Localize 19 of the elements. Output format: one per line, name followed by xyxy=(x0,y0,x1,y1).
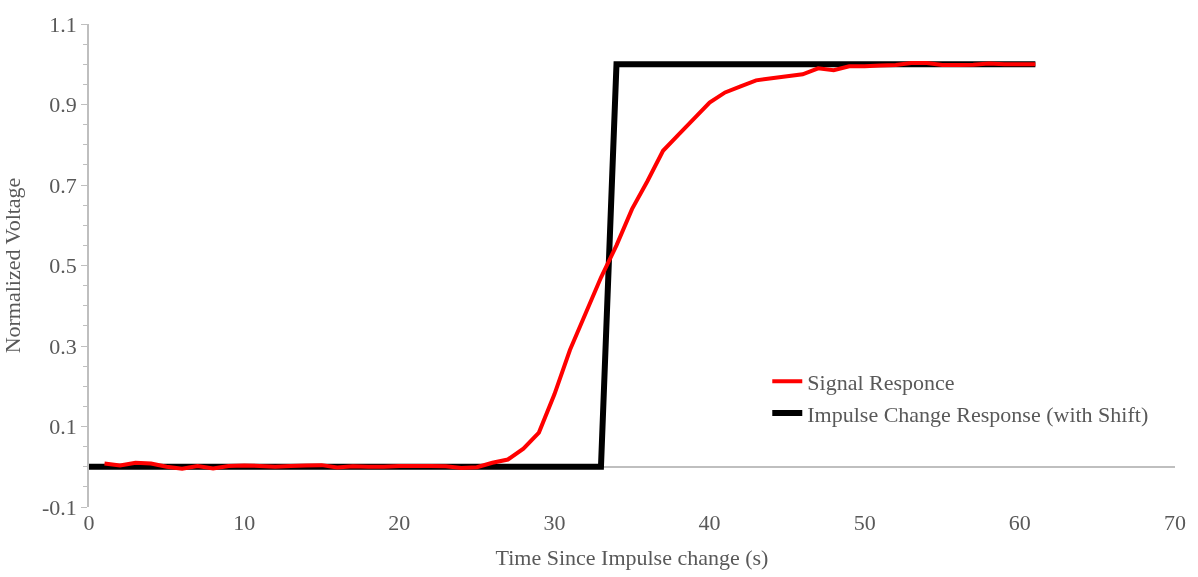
legend-label: Signal Responce xyxy=(807,369,955,395)
y-tick-label: -0.1 xyxy=(42,494,77,520)
x-axis-title: Time Since Impulse change (s) xyxy=(495,544,769,570)
y-tick-label: 1.1 xyxy=(49,11,77,37)
x-tick-label: 20 xyxy=(388,510,411,535)
x-tick-label: 50 xyxy=(853,510,876,535)
y-tick-label: 0.5 xyxy=(49,253,77,279)
x-tick-label: 0 xyxy=(83,510,95,535)
y-tick-label: 0.9 xyxy=(49,92,77,118)
x-tick-label: 60 xyxy=(1008,510,1031,535)
x-tick-label: 10 xyxy=(233,510,256,535)
y-tick-label: 0.7 xyxy=(49,172,77,198)
y-axis-title: Normalized Voltage xyxy=(0,177,26,354)
x-tick-label: 40 xyxy=(698,510,721,535)
x-tick-label: 30 xyxy=(543,510,566,535)
legend-label: Impulse Change Response (with Shift) xyxy=(807,401,1149,427)
y-tick-label: 0.3 xyxy=(49,333,77,359)
y-tick-label: 0.1 xyxy=(49,414,77,440)
x-tick-label: 70 xyxy=(1164,510,1186,535)
